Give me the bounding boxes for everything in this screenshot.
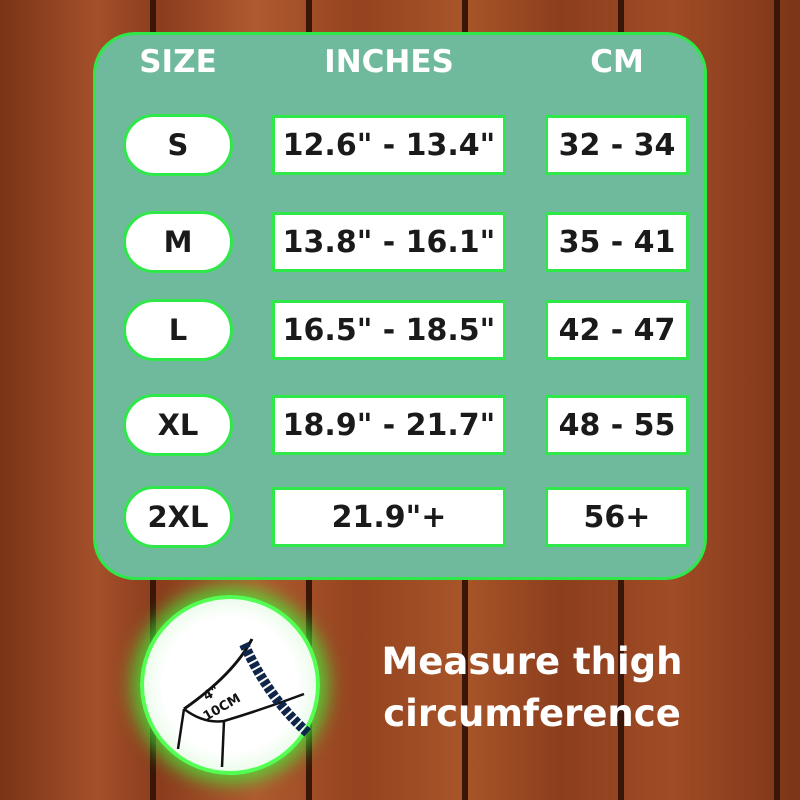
caption: Measure thigh circumference: [352, 636, 712, 740]
size-cell: L: [123, 299, 233, 361]
inches-cell: 16.5" - 18.5": [272, 300, 506, 360]
cm-cell: 32 - 34: [545, 115, 689, 175]
size-cell: M: [123, 211, 233, 273]
cm-cell: 56+: [545, 487, 689, 547]
header-inches: INCHES: [324, 44, 454, 80]
inches-cell: 12.6" - 13.4": [272, 115, 506, 175]
cm-cell: 42 - 47: [545, 300, 689, 360]
cm-cell: 35 - 41: [545, 212, 689, 272]
cm-cell: 48 - 55: [545, 395, 689, 455]
header-size: SIZE: [139, 44, 217, 80]
thigh-measure-icon: 4" 10CM: [176, 638, 313, 768]
header-cm: CM: [590, 44, 644, 80]
label-inches: 4": [201, 683, 222, 704]
size-cell: XL: [123, 394, 233, 456]
caption-line-1: Measure thigh: [381, 640, 683, 683]
size-cell: 2XL: [123, 486, 233, 548]
caption-line-2: circumference: [383, 692, 681, 735]
size-cell: S: [123, 114, 233, 176]
inches-cell: 21.9"+: [272, 487, 506, 547]
measure-illustration: 4" 10CM: [140, 595, 320, 775]
inches-cell: 13.8" - 16.1": [272, 212, 506, 272]
inches-cell: 18.9" - 21.7": [272, 395, 506, 455]
